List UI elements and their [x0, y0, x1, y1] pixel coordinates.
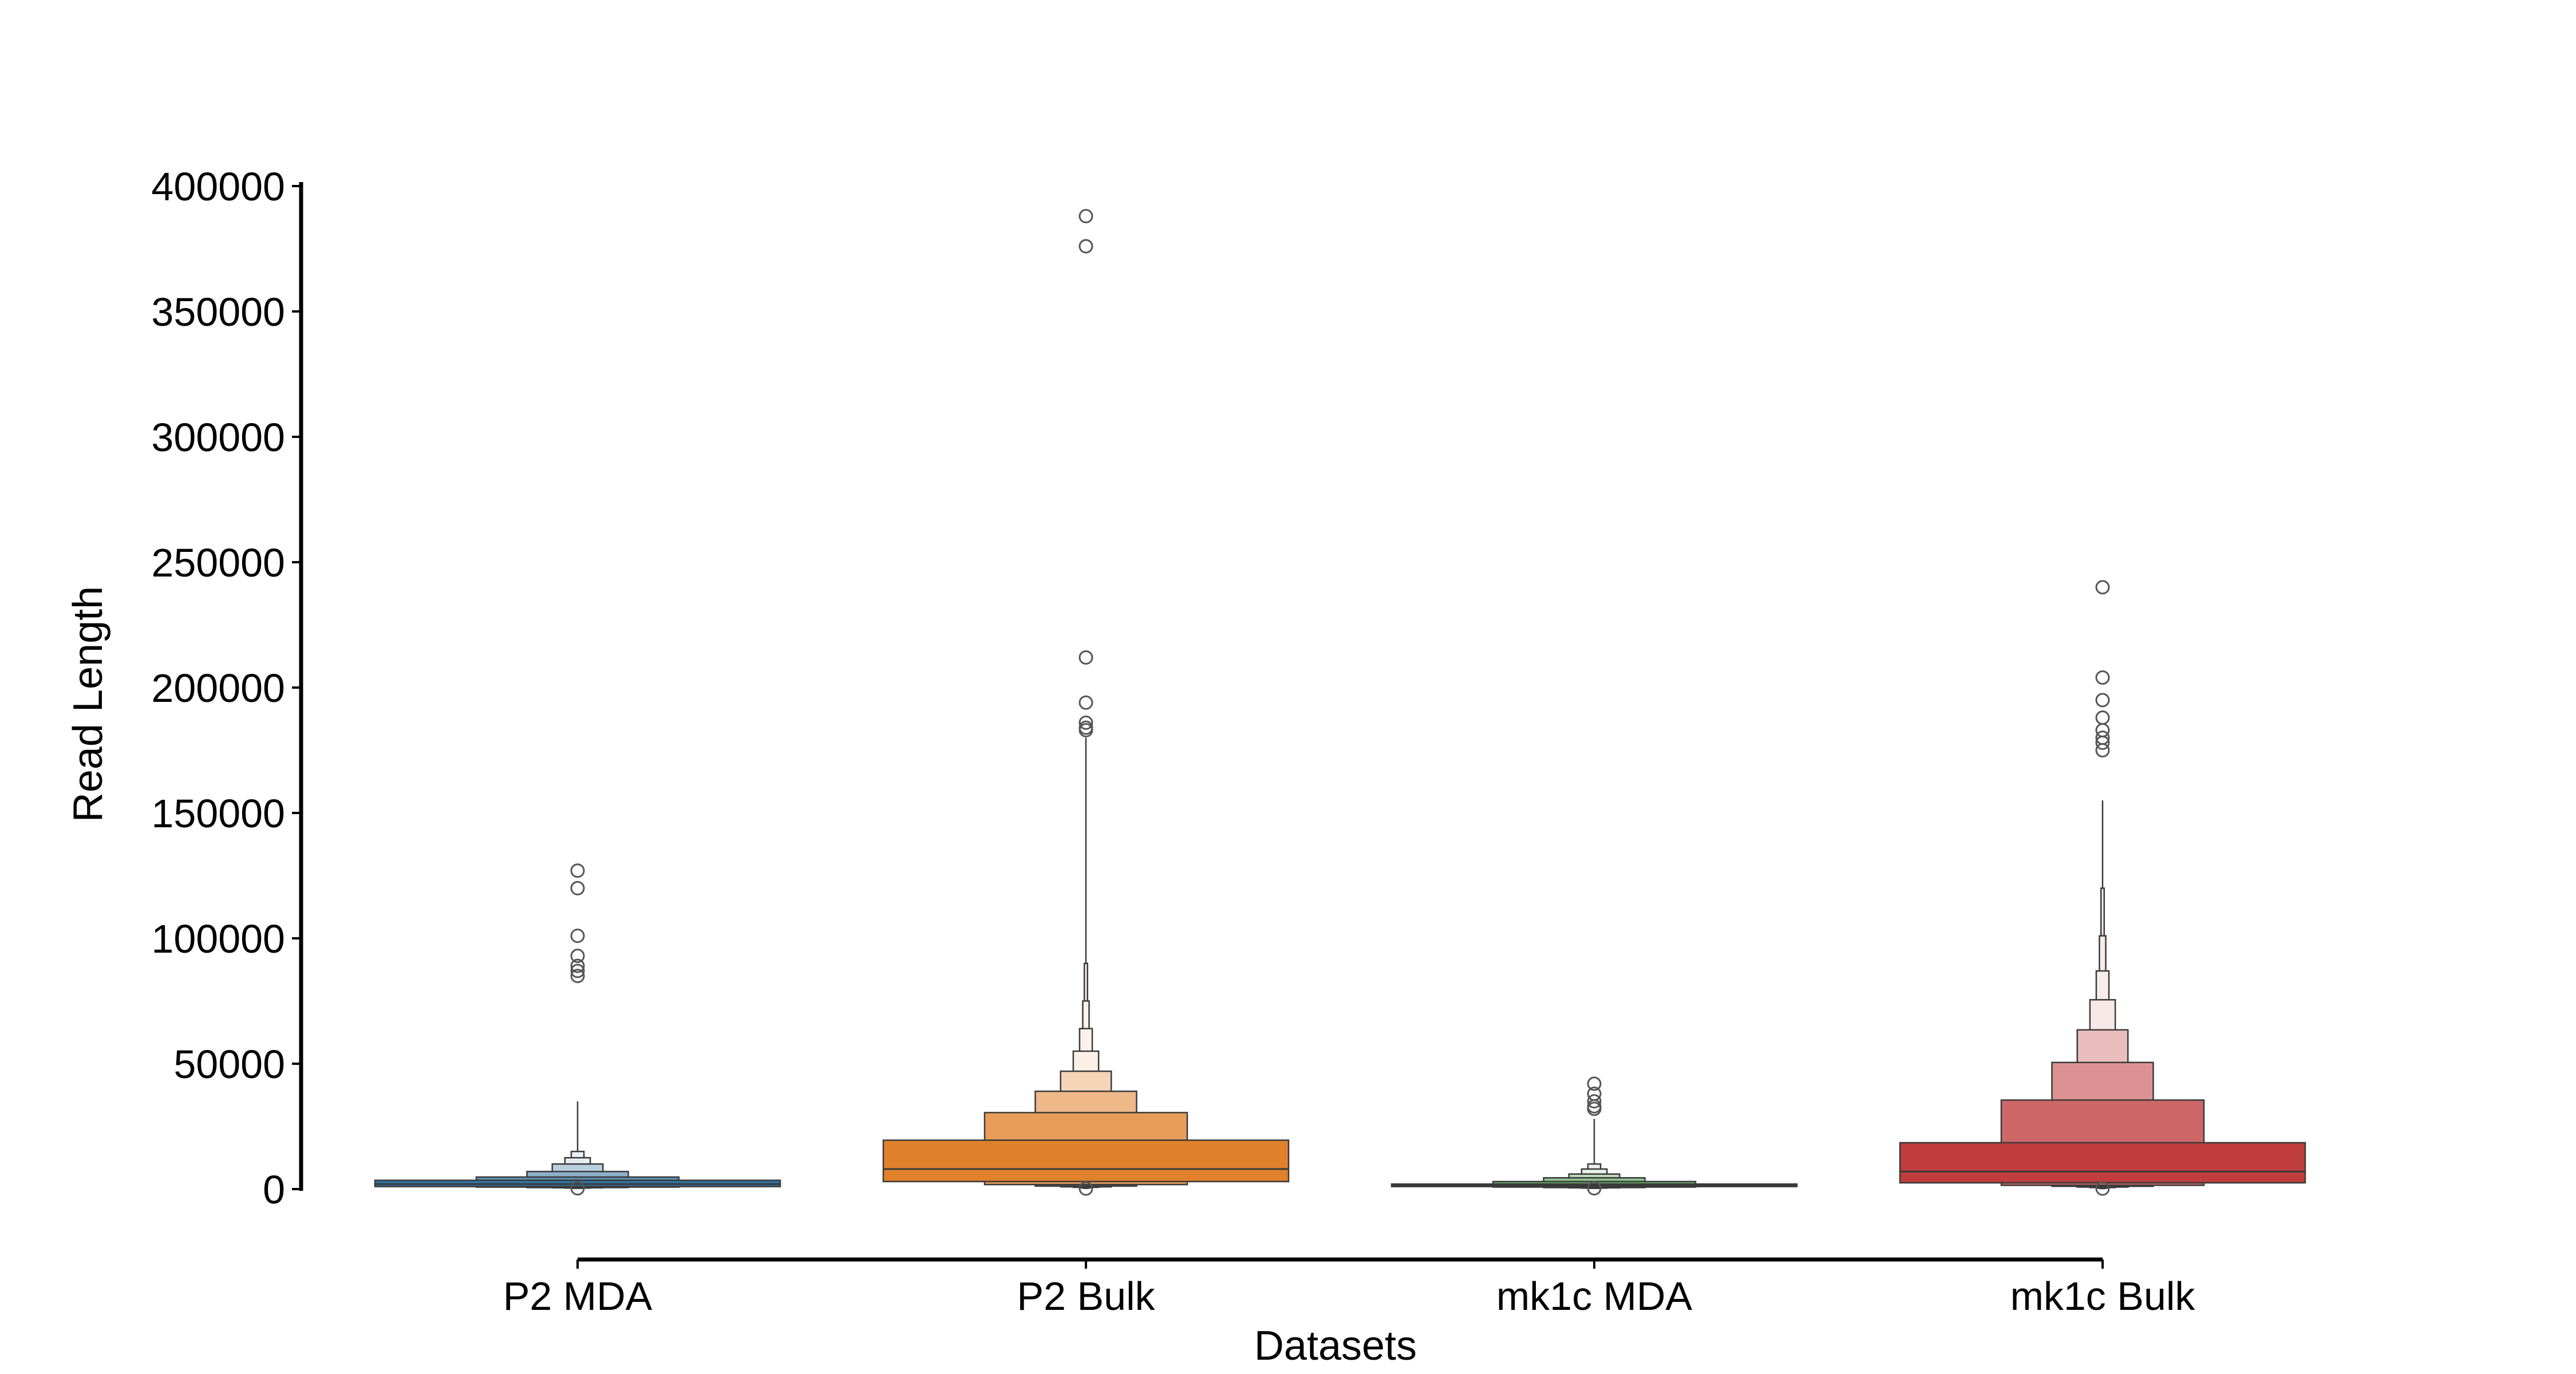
outlier-point: [2095, 580, 2110, 595]
outlier-point: [570, 969, 585, 984]
y-tick-label: 0: [263, 1167, 285, 1212]
outlier-point: [1587, 1094, 1602, 1109]
x-axis-ticks: P2 MDA P2 Bulk mk1c MDA mk1c Bulk: [503, 1260, 2196, 1318]
y-axis-ticks: 0 50000 100000 150000 200000 250000 300000 3500…: [151, 164, 301, 1212]
outlier-point: [570, 863, 585, 878]
outlier-point: [570, 964, 585, 978]
outlier-point: [2095, 743, 2110, 757]
outlier-point: [1078, 1181, 1093, 1196]
outlier-point: [570, 958, 585, 973]
letter-value-box: [1899, 1142, 2306, 1184]
outlier-point: [1587, 1101, 1602, 1116]
outlier-point: [1587, 1181, 1602, 1196]
boxen-mk1c-bulk: [1899, 580, 2306, 1196]
y-tick-label: 350000: [151, 290, 285, 334]
x-axis-title: Datasets: [1254, 1323, 1417, 1369]
x-tick-label: mk1c MDA: [1496, 1274, 1693, 1318]
outlier-point: [1078, 650, 1093, 665]
boxen-p2-bulk: [882, 209, 1290, 1196]
outlier-point: [1078, 239, 1093, 254]
x-tick-label: P2 Bulk: [1017, 1274, 1155, 1318]
x-tick-label: P2 MDA: [503, 1274, 653, 1318]
y-tick-label: 250000: [151, 540, 285, 585]
y-tick-label: 50000: [173, 1042, 285, 1087]
y-tick-label: 400000: [151, 164, 285, 209]
y-tick-label: 150000: [151, 791, 285, 836]
outlier-point: [1078, 722, 1093, 737]
outlier-point: [1078, 715, 1093, 730]
x-tick-label: mk1c Bulk: [2010, 1274, 2196, 1318]
outlier-point: [2095, 722, 2110, 737]
outlier-point: [1078, 695, 1093, 710]
letter-value-box: [882, 1139, 1290, 1183]
outlier-point: [1078, 209, 1093, 224]
boxen-plot-area: [374, 209, 2306, 1196]
boxen-mk1c-mda: [1390, 1076, 1798, 1196]
y-axis-title: Read Length: [65, 586, 111, 822]
boxen-p2-mda: [374, 863, 781, 1196]
outlier-point: [570, 929, 585, 943]
outlier-point: [2095, 693, 2110, 708]
y-tick-label: 300000: [151, 415, 285, 460]
y-tick-label: 100000: [151, 917, 285, 961]
outlier-point: [2095, 670, 2110, 685]
outlier-point: [570, 949, 585, 964]
outlier-point: [2095, 710, 2110, 725]
y-tick-label: 200000: [151, 666, 285, 710]
outlier-point: [570, 1181, 585, 1196]
outlier-point: [2095, 735, 2110, 750]
outlier-point: [1587, 1076, 1602, 1091]
outlier-point: [2095, 1181, 2110, 1196]
outlier-point: [570, 881, 585, 895]
